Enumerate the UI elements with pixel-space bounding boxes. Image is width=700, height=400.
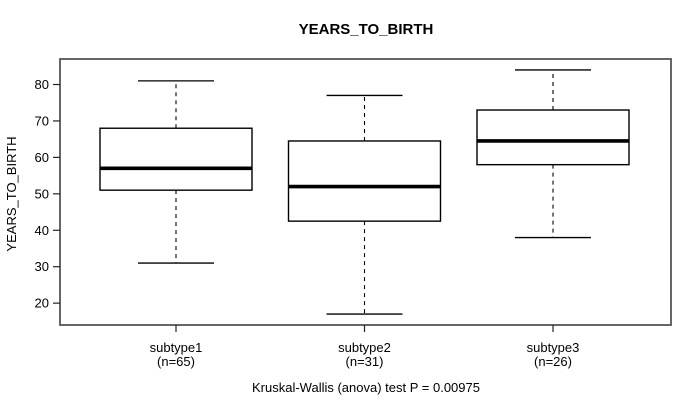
x-group-label: subtype3 (527, 340, 580, 355)
y-tick-label: 20 (35, 296, 49, 311)
plot-frame (59, 58, 672, 326)
x-group-label: subtype2 (338, 340, 391, 355)
plot-layer: 20304050607080subtype1(n=65)subtype2(n=3… (35, 58, 672, 369)
x-group-n-label: (n=65) (157, 354, 195, 369)
y-tick-label: 30 (35, 259, 49, 274)
y-tick-label: 80 (35, 77, 49, 92)
iqr-box (476, 109, 630, 166)
y-tick-label: 50 (35, 186, 49, 201)
iqr-box (99, 127, 253, 191)
chart-title: YEARS_TO_BIRTH (299, 21, 434, 38)
x-group-label: subtype1 (150, 340, 203, 355)
y-tick-label: 60 (35, 150, 49, 165)
iqr-box (287, 140, 442, 222)
boxplot-group-subtype3: subtype3(n=26) (476, 69, 630, 369)
kruskal-wallis-caption: Kruskal-Wallis (anova) test P = 0.00975 (252, 380, 480, 395)
y-axis-title: YEARS_TO_BIRTH (4, 136, 19, 251)
x-group-n-label: (n=26) (534, 354, 572, 369)
y-tick-label: 40 (35, 223, 49, 238)
boxplot-group-subtype2: subtype2(n=31) (287, 94, 442, 369)
x-group-n-label: (n=31) (346, 354, 384, 369)
y-tick-label: 70 (35, 113, 49, 128)
boxplot-group-subtype1: subtype1(n=65) (99, 80, 253, 369)
